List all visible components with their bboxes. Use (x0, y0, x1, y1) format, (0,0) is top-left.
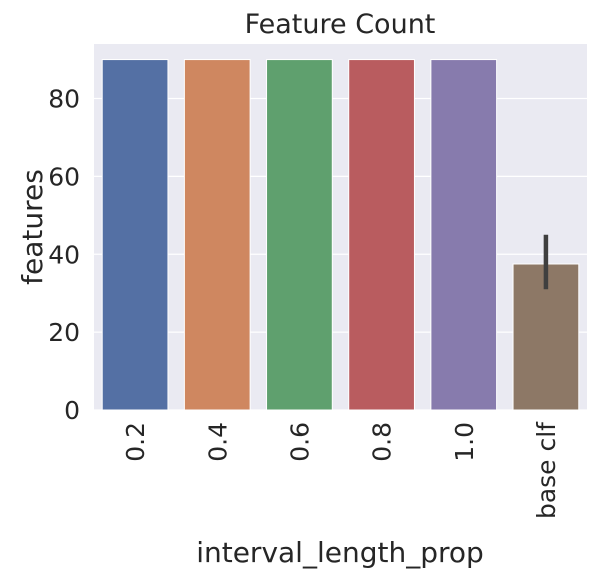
y-tick-label: 60 (48, 162, 80, 191)
y-tick-label: 80 (48, 85, 80, 114)
x-tick-label: 1.0 (450, 422, 479, 462)
bars (101, 59, 580, 411)
x-axis-label: interval_length_prop (196, 536, 484, 569)
y-axis-ticks: 0 20 40 60 80 (48, 85, 80, 425)
plot-area (94, 44, 587, 410)
y-tick-label: 20 (48, 318, 80, 347)
y-tick-label: 40 (48, 240, 80, 269)
chart-title: Feature Count (245, 9, 436, 40)
x-tick-label: 0.2 (121, 422, 150, 462)
x-tick-label: 0.6 (285, 422, 314, 462)
grid-lines (94, 97, 587, 411)
x-tick-label: 0.4 (203, 422, 232, 462)
bar (183, 59, 251, 411)
x-tick-label: base clf (532, 421, 561, 519)
bar (266, 59, 333, 411)
y-tick-label: 0 (64, 396, 80, 425)
bar (430, 59, 498, 411)
bar (101, 59, 169, 411)
bar (348, 59, 415, 411)
y-axis-label: features (16, 169, 49, 285)
x-axis-ticks: 0.2 0.4 0.6 0.8 1.0 base clf (121, 421, 561, 519)
x-tick-label: 0.8 (368, 422, 397, 462)
